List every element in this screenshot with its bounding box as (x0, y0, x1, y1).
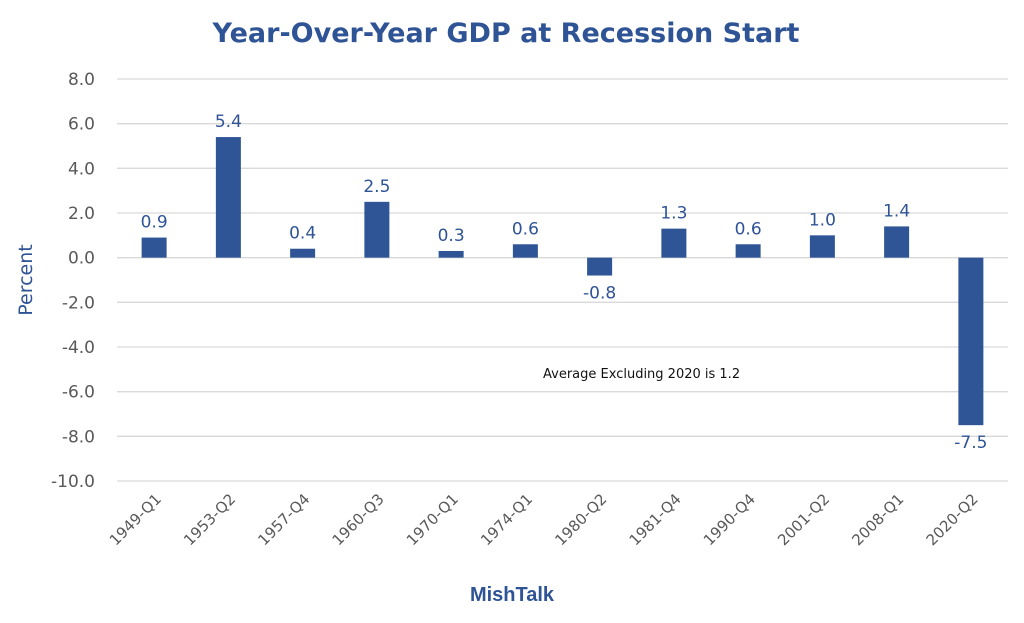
data-label: 0.6 (512, 219, 539, 239)
data-label: 1.4 (883, 201, 910, 221)
y-tick-label: 8.0 (68, 70, 95, 90)
x-tick-label: 1960-Q3 (329, 490, 388, 549)
x-tick-label: 2020-Q2 (923, 490, 982, 549)
bars (141, 137, 984, 426)
bar-1957-Q4 (290, 248, 316, 258)
bar-1949-Q1 (141, 237, 167, 258)
y-tick-label: 4.0 (68, 159, 95, 179)
x-tick-label: 2008-Q1 (848, 490, 907, 549)
data-label: -0.8 (583, 284, 616, 304)
bar-1980-Q2 (587, 257, 613, 276)
bar-1981-Q4 (661, 228, 687, 258)
x-tick-label: 1957-Q4 (254, 490, 313, 549)
bar-1970-Q1 (438, 250, 464, 258)
bar-2020-Q2 (958, 257, 984, 426)
data-label: 2.5 (363, 177, 390, 197)
data-label: 0.6 (735, 219, 762, 239)
bar-1953-Q2 (215, 137, 241, 258)
x-tick-label: 1949-Q1 (106, 490, 165, 549)
y-tick-label: -2.0 (62, 293, 95, 313)
y-tick-label: 2.0 (68, 204, 95, 224)
y-tick-label: -8.0 (62, 427, 95, 447)
y-tick-label: 6.0 (68, 115, 95, 135)
data-labels: 0.9 5.4 0.4 2.5 0.3 0.6 -0.8 1.3 0.6 1.0 1.4 -7.5 (141, 112, 988, 453)
y-axis-ticks: 8.0 6.0 4.0 2.0 0.0 -2.0 -4.0 -6.0 -8.0 -10.0 (51, 70, 95, 492)
bar-1974-Q1 (512, 244, 538, 258)
x-axis-label: MishTalk (470, 584, 555, 606)
annotation-average: Average Excluding 2020 is 1.2 (543, 367, 740, 382)
x-tick-label: 1974-Q1 (477, 490, 536, 549)
data-label: 5.4 (215, 112, 242, 132)
bar-2001-Q2 (809, 235, 835, 258)
x-tick-label: 1990-Q4 (700, 490, 759, 549)
y-tick-label: -10.0 (51, 472, 95, 492)
y-tick-label: -4.0 (62, 338, 95, 358)
chart-title: Year-Over-Year GDP at Recession Start (212, 18, 800, 49)
data-label: 0.3 (438, 226, 465, 246)
data-label: 0.9 (141, 213, 168, 233)
data-label: 1.0 (809, 210, 836, 230)
x-tick-label: 1980-Q2 (551, 490, 610, 549)
data-label: -7.5 (954, 433, 987, 453)
bar-1990-Q4 (735, 244, 761, 258)
gridlines (117, 78, 1008, 482)
x-tick-label: 1970-Q1 (403, 490, 462, 549)
bar-2008-Q1 (884, 226, 910, 258)
data-label: 0.4 (289, 224, 316, 244)
y-tick-label: 0.0 (68, 249, 95, 269)
data-label: 1.3 (660, 204, 687, 224)
bar-1960-Q3 (364, 201, 390, 258)
x-tick-label: 1981-Q4 (626, 490, 685, 549)
x-tick-label: 2001-Q2 (774, 490, 833, 549)
y-tick-label: -6.0 (62, 383, 95, 403)
x-tick-label: 1953-Q2 (180, 490, 239, 549)
x-axis-ticks: 1949-Q1 1953-Q2 1957-Q4 1960-Q3 1970-Q1 1974-… (106, 490, 982, 549)
y-axis-label: Percent (15, 244, 37, 316)
